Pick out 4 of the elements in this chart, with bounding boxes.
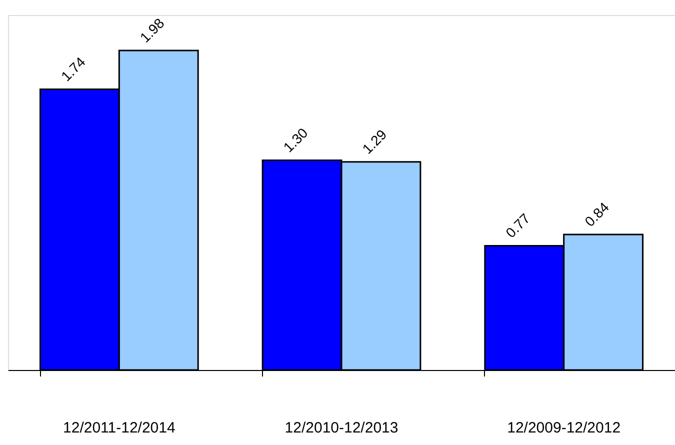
data-label: 0.84 — [581, 198, 612, 230]
x-tick-label: 12/2010-12/2013 — [284, 420, 398, 436]
x-tick-label: 12/2011-12/2014 — [63, 420, 176, 436]
x-tick-label: 12/2009-12/2012 — [507, 420, 621, 436]
